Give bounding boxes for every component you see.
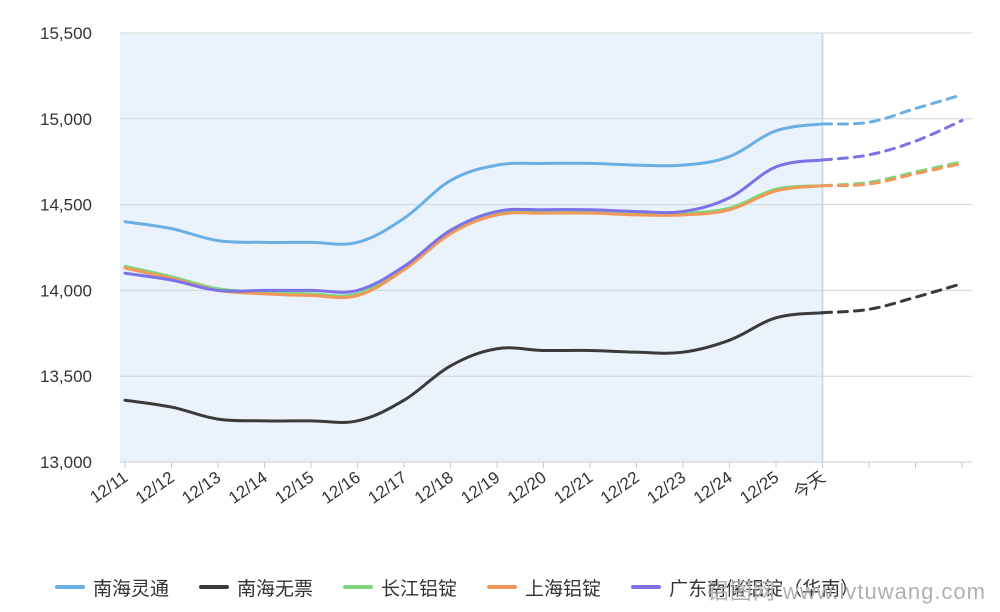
series-line-forecast [821, 282, 964, 315]
legend-swatch [631, 585, 662, 589]
legend-item[interactable]: 广东南储铝锭（华南） [631, 574, 859, 601]
series-line-actual [123, 122, 824, 246]
x-tick-label: 12/25 [737, 468, 783, 508]
y-tick-label: 13,500 [40, 367, 92, 386]
legend: 南海灵通 南海无票 长江铝锭 上海铝锭 广东南储铝锭（华南） [55, 572, 889, 602]
x-tick-label: 12/17 [365, 468, 411, 508]
series-line-forecast [821, 93, 964, 126]
x-tick-label: 12/16 [318, 468, 364, 508]
legend-swatch [199, 585, 230, 589]
x-tick-label: 12/23 [644, 468, 690, 508]
x-tick-label: 今天 [790, 468, 829, 503]
x-tick-label: 12/20 [504, 468, 550, 508]
legend-item[interactable]: 上海铝锭 [487, 574, 601, 601]
x-tick-label: 12/21 [551, 468, 597, 508]
series-line-forecast [821, 161, 964, 188]
legend-label: 长江铝锭 [381, 578, 458, 600]
watermark-text: 铝图网 www.lvtuwang.com [706, 579, 986, 604]
x-tick-label: 12/24 [690, 468, 736, 508]
line-chart: 13,000 13,500 14,000 14,500 15,000 15,500 12/… [40, 24, 972, 508]
history-region [120, 33, 823, 462]
y-tick-label: 14,500 [40, 196, 92, 215]
x-tick-label: 12/14 [225, 468, 271, 508]
y-tick-label: 13,000 [40, 453, 92, 472]
legend-swatch [487, 585, 518, 589]
x-axis: 12/11 12/12 12/13 12/14 12/15 12/16 12/17 12/18… [87, 461, 972, 508]
x-tick-label: 12/11 [87, 468, 132, 507]
legend-label: 南海灵通 [93, 578, 170, 600]
x-tick-label: 12/12 [132, 468, 178, 508]
x-tick-label: 12/22 [597, 468, 643, 508]
y-tick-label: 14,000 [40, 281, 92, 300]
series-line-forecast [821, 160, 964, 188]
legend-item[interactable]: 南海灵通 [55, 574, 169, 601]
x-tick-label: 12/15 [272, 468, 318, 508]
x-tick-label: 12/18 [411, 468, 457, 508]
legend-item[interactable]: 长江铝锭 [343, 574, 457, 601]
legend-swatch [55, 585, 85, 589]
legend-label: 南海无票 [237, 578, 314, 600]
legend-label: 上海铝锭 [525, 578, 602, 600]
legend-label: 广东南储铝锭（华南） [669, 578, 860, 600]
legend-item[interactable]: 南海无票 [199, 574, 313, 601]
x-tick-label: 12/13 [179, 468, 225, 508]
series-line-actual [123, 158, 824, 294]
series-line-actual [123, 311, 824, 424]
y-tick-label: 15,500 [40, 24, 92, 43]
series-lines [123, 93, 964, 424]
x-tick-label: 12/19 [458, 468, 504, 508]
legend-swatch [343, 585, 374, 589]
series-line-actual [123, 184, 824, 300]
y-tick-label: 15,000 [40, 110, 92, 129]
series-line-forecast [821, 119, 964, 162]
y-axis-ticks: 13,000 13,500 14,000 14,500 15,000 15,500 [40, 24, 92, 472]
